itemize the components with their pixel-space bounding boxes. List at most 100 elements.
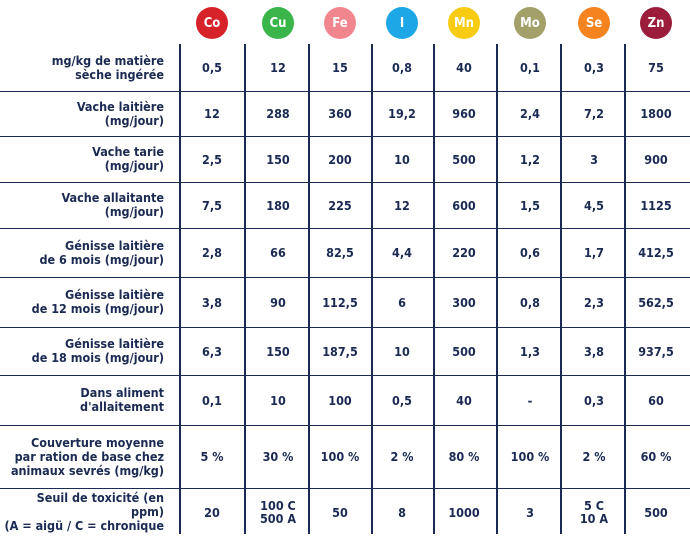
element-badge-i: I [386,7,418,39]
value-text: 60 [648,392,664,408]
value-cell-mn: 220 [434,228,494,277]
value-cell-fe: 50 [310,488,370,536]
value-text: 0,3 [584,392,604,408]
row-label: Génisse laitière de 18 mois (mg/jour) [0,327,164,375]
value-text: 1,2 [520,151,540,167]
element-badge-mn: Mn [448,7,480,39]
value-text: 3 [590,151,598,167]
value-text: 10 [394,343,410,359]
column-divider [496,44,498,534]
value-text: 500 [452,343,476,359]
value-cell-fe: 112,5 [310,277,370,327]
value-cell-i: 19,2 [372,91,432,136]
value-cell-mn: 80 % [434,425,494,488]
value-cell-cu: 288 [248,91,308,136]
value-cell-mn: 300 [434,277,494,327]
value-cell-se: 4,5 [564,182,624,228]
row-label-line: de 6 mois (mg/jour) [39,251,164,267]
value-text: 100 C [260,498,296,513]
value-cell-fe: 225 [310,182,370,228]
value-cell-mn: 960 [434,91,494,136]
value-text: 100 % [510,449,550,464]
row-label-line: Seuil de toxicité (en ppm) [36,490,164,519]
value-cell-zn: 60 % [626,425,686,488]
value-cell-co: 3,8 [182,277,242,327]
value-text: 220 [452,245,476,260]
value-text: 1800 [640,106,672,121]
value-cell-mo: 3 [500,488,560,536]
row-divider [0,488,690,489]
value-cell-se: 3,8 [564,327,624,375]
row-label-line: (mg/jour) [104,112,164,128]
value-cell-i: 2 % [372,425,432,488]
value-cell-i: 12 [372,182,432,228]
value-cell-i: 0,5 [372,375,432,425]
value-cell-cu: 90 [248,277,308,327]
column-divider [371,44,373,534]
value-text: 12 [394,197,410,213]
value-text: 2,3 [584,294,604,310]
value-cell-fe: 360 [310,91,370,136]
value-cell-cu: 150 [248,136,308,182]
row-divider [0,425,690,426]
value-cell-mn: 500 [434,327,494,375]
value-text: 30 % [262,449,294,464]
value-cell-co: 12 [182,91,242,136]
value-cell-cu: 12 [248,44,308,91]
value-cell-mn: 600 [434,182,494,228]
value-cell-zn: 1125 [626,182,686,228]
value-text: 180 [266,197,290,213]
row-divider [0,228,690,229]
row-label: Vache allaitante (mg/jour) [0,182,164,228]
row-divider [0,182,690,183]
value-text: 0,6 [520,245,540,260]
value-text: 960 [452,106,476,121]
element-badge-cu: Cu [262,7,294,39]
value-cell-mo: 0,1 [500,44,560,91]
row-divider [0,136,690,137]
value-text: 5 C [584,498,604,513]
value-text: 150 [266,343,290,359]
element-badge-mo: Mo [514,7,546,39]
row-label-line: Génisse laitière [65,237,164,253]
value-text: 66 [270,245,286,260]
row-divider [0,91,690,92]
value-text: 4,5 [584,197,604,213]
value-cell-cu: 66 [248,228,308,277]
value-cell-co: 2,5 [182,136,242,182]
value-cell-zn: 900 [626,136,686,182]
value-text: 3,8 [202,294,222,310]
value-text: 2 % [582,449,606,464]
column-divider [244,44,246,534]
value-cell-mo: 0,8 [500,277,560,327]
value-cell-fe: 187,5 [310,327,370,375]
value-text: 3,8 [584,343,604,359]
value-cell-mn: 40 [434,375,494,425]
value-text: 2 % [390,449,414,464]
value-text: 200 [328,151,352,167]
value-text: 187,5 [322,343,358,359]
value-cell-zn: 562,5 [626,277,686,327]
element-badge-fe: Fe [324,7,356,39]
value-cell-mo: 1,2 [500,136,560,182]
value-cell-zn: 500 [626,488,686,536]
value-cell-fe: 100 [310,375,370,425]
value-cell-se: 0,3 [564,375,624,425]
row-divider [0,327,690,328]
value-cell-se: 2,3 [564,277,624,327]
row-label-line: animaux sevrés (mg/kg) [10,462,164,478]
value-cell-mo: 1,3 [500,327,560,375]
value-cell-zn: 60 [626,375,686,425]
element-badge-se: Se [578,7,610,39]
row-label-line: Vache allaitante [61,190,164,205]
row-label: Seuil de toxicité (en ppm) (A = aigü / C … [0,488,164,536]
value-text: 2,5 [202,151,222,167]
value-cell-se: 5 C 10 A [564,488,624,536]
value-cell-mo: - [500,375,560,425]
row-label-line: Vache laitière [76,98,164,114]
value-text: 40 [456,392,472,408]
value-text: 412,5 [638,245,674,260]
value-cell-zn: 412,5 [626,228,686,277]
row-divider [0,375,690,376]
value-cell-cu: 30 % [248,425,308,488]
